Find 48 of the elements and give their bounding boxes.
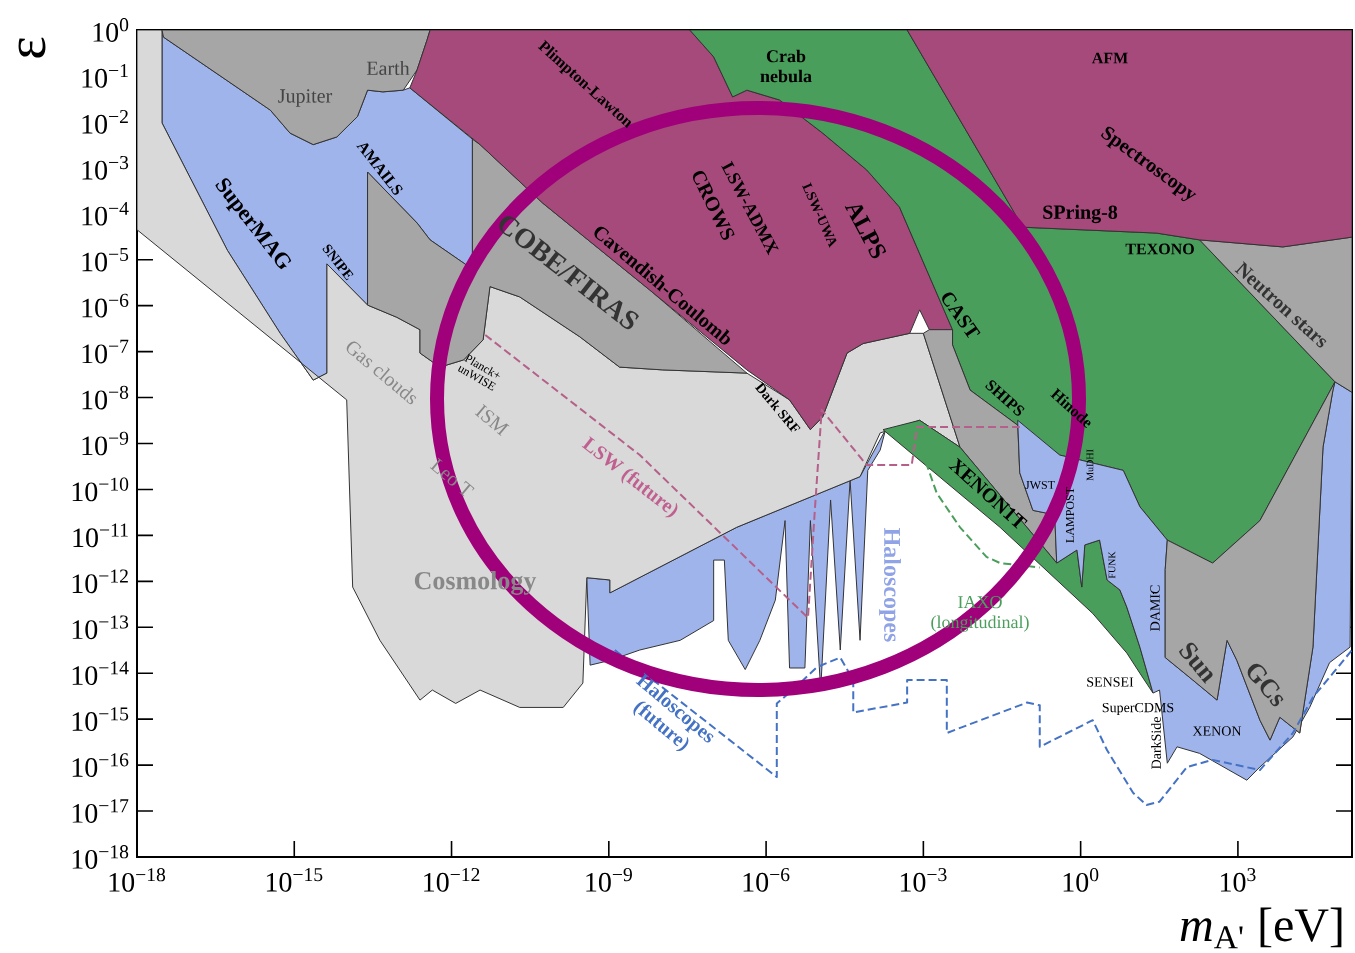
annotation: DarkSide [1151,717,1161,770]
y-tick-label: 10$^{−6}$ [82,293,129,318]
x-tick-label: 10$^{−15}$ [266,868,323,892]
x-tick-label: 10$^{−18}$ [109,868,166,892]
y-tick-label: 10$^{−18}$ [72,845,129,869]
annotation: GCs [1247,663,1284,707]
y-tick-label: 10$^{−7}$ [82,339,129,364]
annotation: ISM [474,403,510,437]
annotation: Sun [1178,642,1213,684]
y-tick-label: 10$^{−1}$ [82,64,128,88]
x-tick-label: 10$^{0}$ [1063,868,1099,892]
annotation: Haloscopes [879,528,901,642]
annotation: Earth [366,60,410,76]
x-tick-label: 10$^{−6}$ [743,868,790,892]
annotation: FUNK [1108,551,1116,579]
annotation: SuperCDMS [1102,702,1174,716]
y-tick-label: 10$^{−12}$ [72,569,128,594]
x-tick-label: 10$^{3}$ [1220,868,1256,892]
y-tick-label: 10$^{−16}$ [72,753,129,777]
x-axis-title: m$_{A'}$ [eV] [1180,907,1342,949]
y-tick-label: 10$^{−15}$ [72,707,129,731]
y-tick-label: 10$^{−17}$ [72,799,129,823]
annotation: MuDHI [1086,449,1094,481]
y-tick-label: 10$^{−5}$ [82,247,129,272]
x-tick-label: 10$^{−12}$ [424,868,480,892]
annotation: AFM [1091,52,1128,64]
x-tick-label: 10$^{−3}$ [900,868,947,892]
annotation: SENSEI [1087,677,1134,687]
annotation: SPring-8 [1043,204,1118,224]
annotation: Jupiter [278,89,333,107]
y-tick-label: 10$^{−3}$ [82,155,129,180]
y-tick-label: 10$^{−2}$ [82,110,128,134]
annotation: TEXONO [1125,243,1194,255]
annotation: LAMPOST [1065,487,1075,543]
y-tick-label: 10$^{−4}$ [82,201,129,226]
y-axis-title: ε [18,37,46,58]
annotation: Crab nebula [760,49,812,83]
y-tick-label: 10$^{−10}$ [72,477,129,502]
annotation: DAMIC [1150,585,1160,631]
y-tick-label: 10$^{−14}$ [72,661,129,686]
y-tick-label: 10$^{−13}$ [72,615,129,640]
annotation: Leo T [429,457,475,497]
y-tick-label: 10$^{−8}$ [82,385,129,410]
annotation: XENON [1192,726,1242,736]
y-tick-label: 10$^{−9}$ [82,431,129,456]
y-tick-label: 10$^{−11}$ [73,523,128,548]
x-tick-label: 10$^{−9}$ [586,868,632,892]
y-tick-label: 10$^{0}$ [93,18,129,42]
